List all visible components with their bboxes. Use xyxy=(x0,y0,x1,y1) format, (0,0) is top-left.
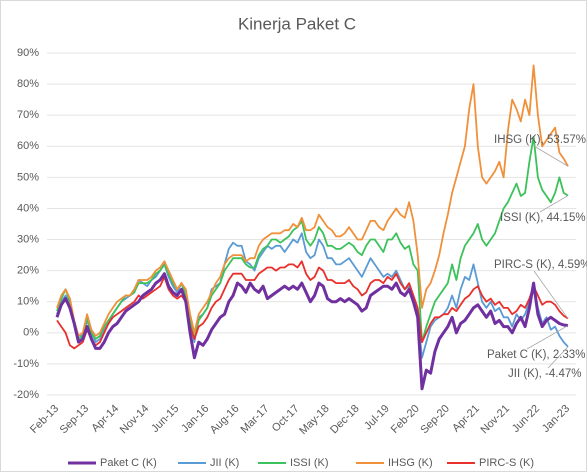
y-tick-label: -10% xyxy=(13,358,39,370)
y-tick-label: 50% xyxy=(17,171,39,183)
chart-title: Kinerja Paket C xyxy=(238,14,356,33)
leader-line xyxy=(547,346,569,369)
end-label: Paket C (K), 2.33% xyxy=(487,349,585,361)
y-tick-label: 10% xyxy=(17,296,39,308)
end-label: IHSG (K), 53.57% xyxy=(494,134,586,146)
leader-line xyxy=(526,325,569,350)
legend-label: JII (K) xyxy=(210,457,239,469)
end-label: ISSI (K), 44.15% xyxy=(500,212,586,224)
y-tick-label: 90% xyxy=(17,47,39,59)
y-tick-label: 40% xyxy=(17,202,39,214)
series-line xyxy=(56,136,569,343)
y-tick-label: 0% xyxy=(23,327,39,339)
series-line xyxy=(55,272,569,391)
y-tick-label: 30% xyxy=(17,233,39,245)
end-label: PIRC-S (K), 4.59% xyxy=(494,259,587,271)
leader-line xyxy=(533,145,569,167)
y-tick-label: 20% xyxy=(17,265,39,277)
leader-line xyxy=(539,195,569,213)
y-tick-label: 70% xyxy=(17,109,39,121)
y-tick-label: 80% xyxy=(17,78,39,90)
series-line xyxy=(56,64,569,337)
legend-label: IHSG (K) xyxy=(388,457,433,469)
end-label: JII (K), -4.47% xyxy=(508,368,582,380)
y-tick-label: 60% xyxy=(17,140,39,152)
y-tick-label: -20% xyxy=(13,389,39,401)
legend-label: ISSI (K) xyxy=(290,457,329,469)
leader-line xyxy=(533,270,569,319)
legend-label: PIRC-S (K) xyxy=(479,457,534,469)
legend-label: Paket C (K) xyxy=(100,457,157,469)
